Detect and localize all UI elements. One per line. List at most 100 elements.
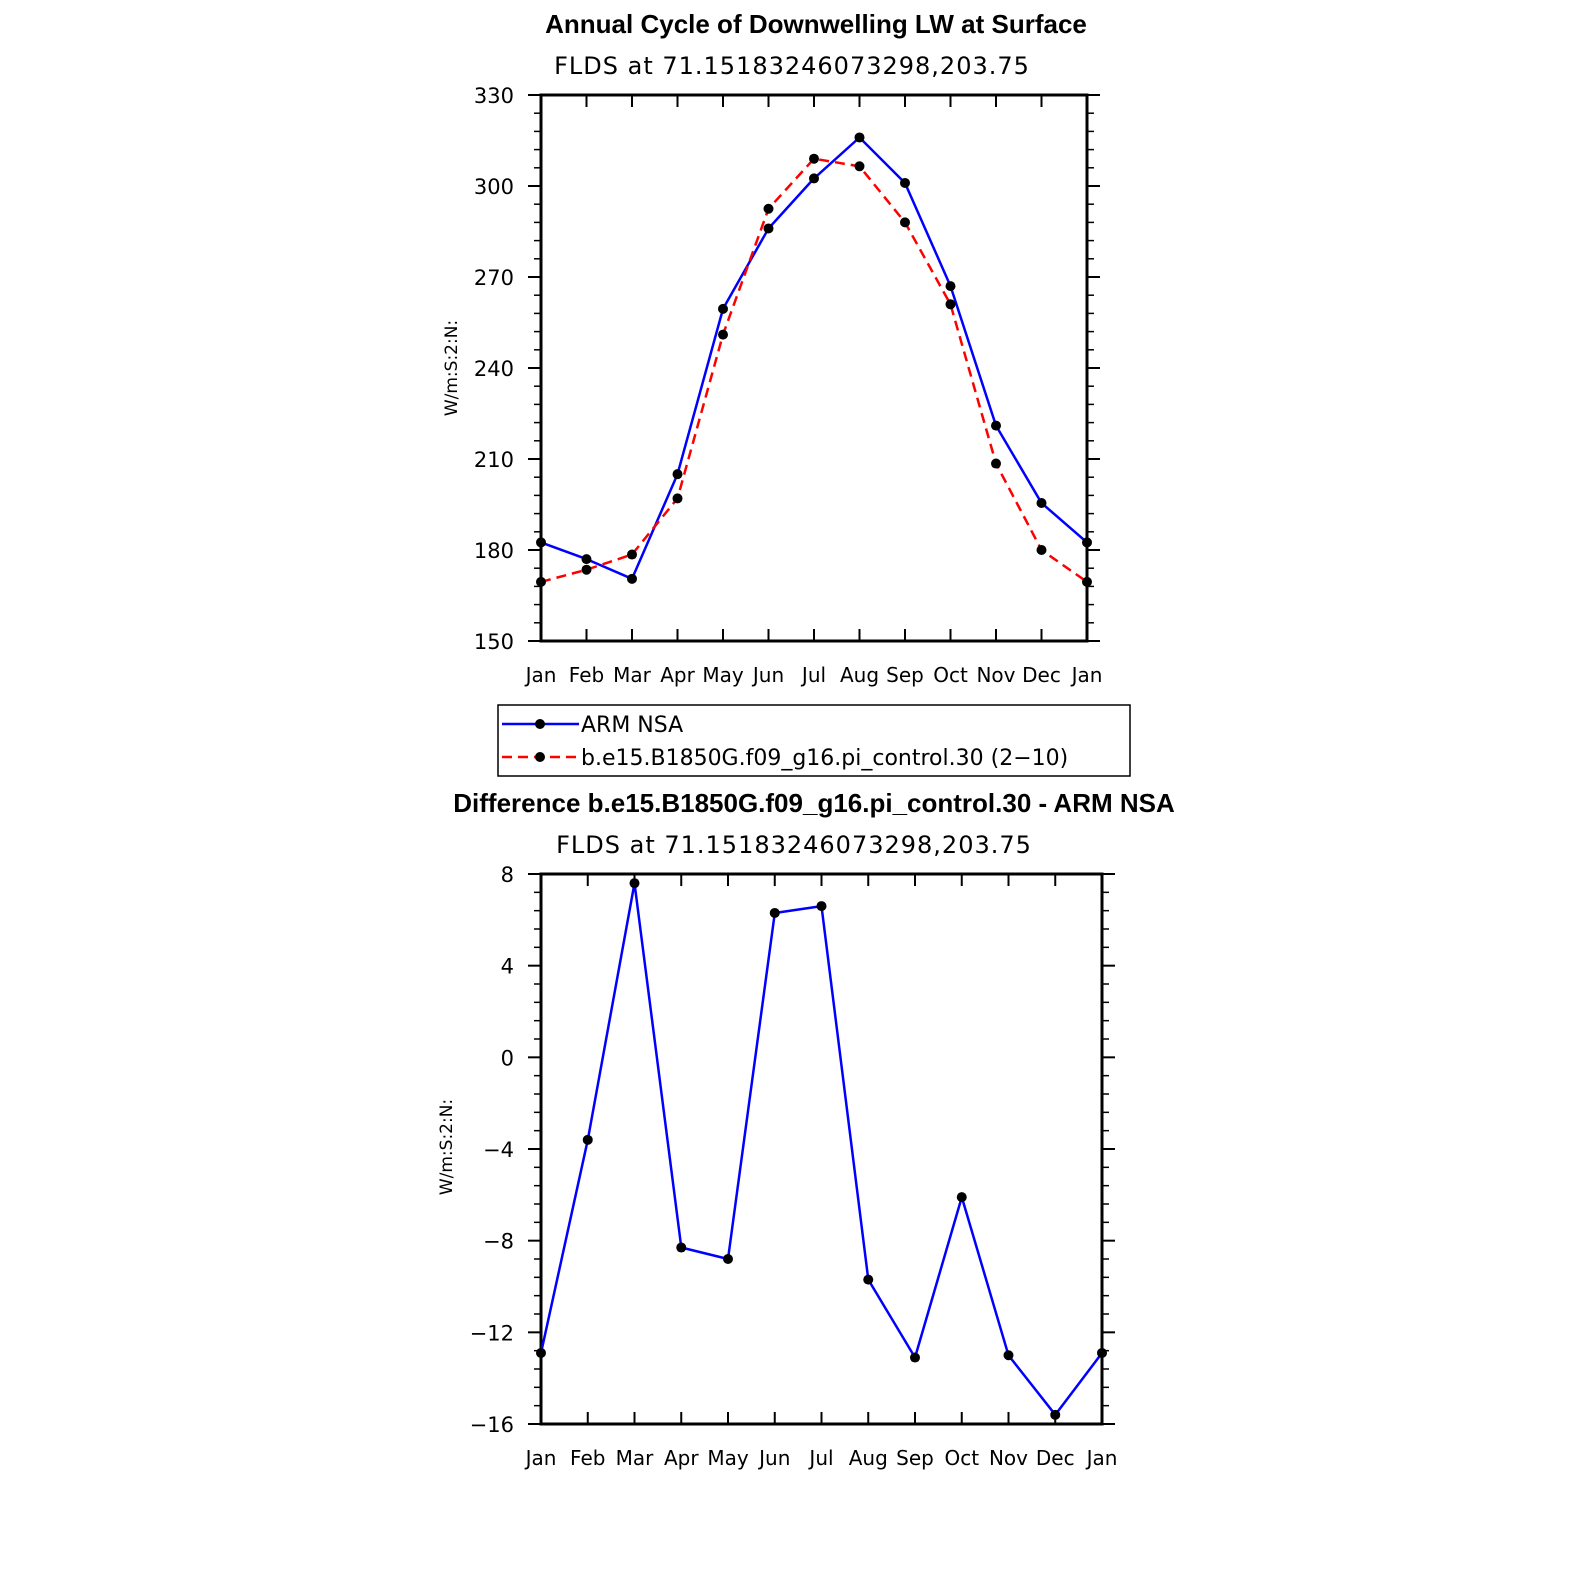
data-points [536,132,1092,587]
data-point [1097,1347,1107,1358]
x-tick-label: Nov [989,1446,1028,1470]
plot-frame [539,872,1104,1426]
data-point [676,1242,687,1253]
data-point [1036,497,1047,508]
y-tick-label: −4 [483,1138,514,1162]
data-point [581,564,592,575]
tick-labels: Jan Feb Mar Apr May Jun Jul Aug Sep Oct Nov Dec Jan−… [470,863,1118,1470]
data-point [672,469,683,480]
y-tick-label: −8 [483,1230,514,1254]
data-point [809,153,819,164]
data-point [536,576,546,587]
y-tick-label: 0 [501,1046,514,1070]
data-point [718,329,728,340]
x-tick-label: Jun [751,663,784,687]
data-point [945,281,956,292]
legend-marker-model [535,752,545,762]
x-tick-label: Dec [1036,1446,1075,1470]
legend-marker-arm-nsa [535,719,545,729]
y-tick-label: 180 [474,539,514,563]
series-line-0 [539,881,1103,1417]
y-tick-label: 270 [474,266,514,290]
data-point [629,878,640,889]
data-points [536,878,1107,1420]
data-point [900,177,910,188]
data-point [1050,1409,1061,1420]
x-tick-label: Apr [660,663,695,687]
data-point [581,554,592,565]
data-point [672,493,683,504]
y-axis-label: W/m:S:2:N: [437,1099,457,1195]
y-tick-label: 240 [474,357,514,381]
chart-title: Difference b.e15.B1850G.f09_g16.pi_contr… [453,788,1175,818]
data-point [854,161,865,172]
x-tick-label: May [707,1446,749,1470]
series-lines [539,881,1103,1417]
y-tick-label: 210 [474,448,514,472]
x-tick-label: Mar [616,1446,655,1470]
legend-label-model: b.e15.B1850G.f09_g16.pi_control.30 (2−10… [581,746,1068,771]
y-tick-label: 8 [501,863,514,887]
data-point [763,203,774,214]
x-tick-label: Dec [1022,663,1061,687]
y-tick-label: 4 [501,955,514,979]
x-tick-label: Jan [1085,1446,1118,1470]
x-tick-label: Jan [1070,663,1103,687]
series-line-1 [540,157,1088,584]
data-point [1082,576,1092,587]
x-tick-label: May [702,663,744,687]
y-tick-label: −12 [470,1321,514,1345]
series-line-0 [540,136,1088,581]
y-tick-label: −16 [470,1413,514,1437]
x-tick-label: Jan [524,1446,557,1470]
data-point [809,173,819,184]
data-point [536,1347,546,1358]
data-point [536,537,546,548]
data-point [863,1274,874,1285]
x-tick-label: Jan [524,663,557,687]
x-tick-label: Feb [570,1446,605,1470]
data-point [945,299,956,310]
data-point [910,1352,920,1363]
x-tick-label: Apr [664,1446,699,1470]
data-point [723,1254,733,1264]
axis-ticks [528,94,1100,642]
data-point [816,901,827,912]
chart-title: Annual Cycle of Downwelling LW at Surfac… [545,9,1087,39]
x-tick-label: Mar [613,663,652,687]
x-tick-label: Nov [976,663,1015,687]
data-point [900,217,910,228]
x-tick-label: Jun [757,1446,790,1470]
data-point [627,573,637,584]
data-point [956,1192,967,1203]
x-tick-label: Aug [849,1446,888,1470]
series-lines [540,136,1088,584]
x-tick-label: Aug [840,663,879,687]
annual-cycle-chart: Annual Cycle of Downwelling LW at Surfac… [442,9,1131,777]
x-tick-label: Sep [886,663,924,687]
x-tick-label: Oct [944,1446,979,1470]
data-point [1082,537,1092,548]
data-point [718,303,728,314]
tick-labels: Jan Feb Mar Apr May Jun Jul Aug Sep Oct Nov Dec Jan 1… [474,84,1103,687]
x-tick-label: Jul [800,663,826,687]
data-point [627,549,637,560]
chart-subtitle: FLDS at 71.15183246073298,203.75 [554,52,1030,80]
difference-chart: Difference b.e15.B1850G.f09_g16.pi_contr… [437,788,1175,1470]
data-point [769,907,780,918]
x-tick-label: Sep [896,1446,934,1470]
data-point [1003,1350,1014,1361]
y-axis-label: W/m:S:2:N: [442,320,462,416]
data-point [763,223,774,234]
y-tick-label: 330 [474,84,514,108]
data-point [582,1134,593,1145]
data-point [854,132,865,143]
x-tick-label: Oct [933,663,968,687]
chart-subtitle: FLDS at 71.15183246073298,203.75 [556,831,1032,859]
legend-label-arm-nsa: ARM NSA [581,713,683,738]
data-point [1036,545,1047,555]
legend: ARM NSA b.e15.B1850G.f09_g16.pi_control.… [497,704,1131,777]
data-point [991,420,1001,431]
axis-ticks [528,873,1115,1425]
